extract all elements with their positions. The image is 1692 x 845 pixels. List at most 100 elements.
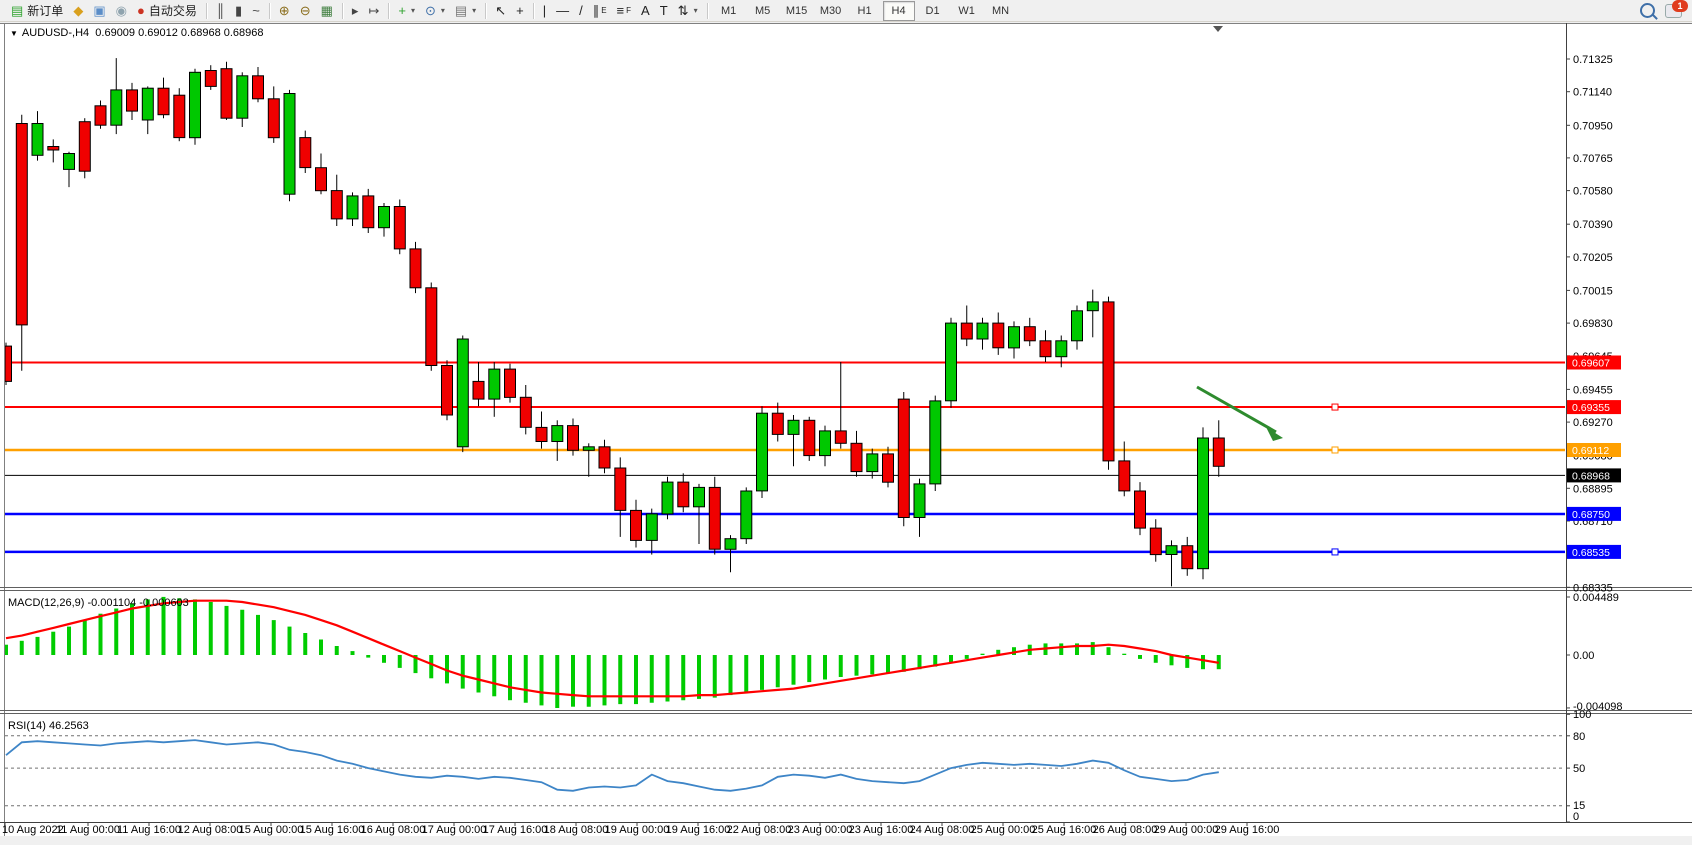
svg-text:25 Aug 16:00: 25 Aug 16:00 (1032, 824, 1097, 836)
toolbar-separator (532, 2, 534, 19)
svg-text:0.70765: 0.70765 (1573, 153, 1613, 165)
chart-quote-line: ▼ AUDUSD-,H4 0.69009 0.69012 0.68968 0.68… (10, 27, 264, 39)
svg-text:-0.004098: -0.004098 (1573, 701, 1623, 713)
svg-text:17 Aug 00:00: 17 Aug 00:00 (422, 824, 487, 836)
price-label-0.68750 (1567, 506, 1621, 521)
zoom-in-icon[interactable]: ⊕ (278, 3, 290, 18)
svg-text:18 Aug 08:00: 18 Aug 08:00 (544, 824, 609, 836)
horizontal-lines[interactable] (5, 361, 1565, 556)
price-label-0.68968 (1567, 468, 1621, 483)
cursor-icon[interactable]: ↖ (495, 3, 507, 18)
crosshair-icon[interactable]: + (516, 3, 524, 18)
svg-text:0.70580: 0.70580 (1573, 186, 1613, 198)
svg-text:0.70390: 0.70390 (1573, 219, 1613, 231)
text-icon[interactable]: A (641, 3, 650, 18)
chart-ohlc-quote: 0.69009 0.69012 0.68968 0.68968 (95, 27, 264, 39)
price-label-0.69607 (1567, 355, 1621, 370)
macd-axis[interactable]: 0.004489 0.00 -0.004098 (1566, 592, 1623, 713)
line-chart-icon[interactable]: ~ (252, 3, 260, 18)
svg-text:0.004489: 0.004489 (1573, 592, 1619, 604)
templates-icon[interactable]: ▤ ▾ (454, 3, 477, 18)
svg-text:15 Aug 16:00: 15 Aug 16:00 (300, 824, 365, 836)
macd-indicator (4, 596, 1221, 708)
svg-text:29 Aug 16:00: 29 Aug 16:00 (1215, 824, 1280, 836)
svg-text:0.69112: 0.69112 (1572, 445, 1609, 457)
svg-text:19 Aug 00:00: 19 Aug 00:00 (605, 824, 670, 836)
svg-text:0.69607: 0.69607 (1572, 358, 1610, 370)
market-watch-icon[interactable]: ▣ (93, 3, 106, 18)
svg-text:29 Aug 00:00: 29 Aug 00:00 (1154, 824, 1219, 836)
equidistant-channel-icon[interactable]: ∥ E (592, 3, 607, 18)
svg-text:0.71325: 0.71325 (1573, 54, 1613, 66)
svg-text:0.70205: 0.70205 (1573, 252, 1613, 264)
auto-scroll-icon[interactable]: ▸ (351, 3, 359, 18)
timeframe-m30-button[interactable]: M30 (819, 4, 842, 17)
hline-handle[interactable] (1331, 403, 1339, 411)
rsi-line (5, 739, 1219, 792)
rsi-indicator (5, 735, 1565, 807)
timeframe-m1-button[interactable]: M1 (720, 4, 737, 17)
hline-handle[interactable] (1331, 446, 1339, 454)
arrows-icon[interactable]: ⇅ ▾ (677, 3, 698, 18)
svg-text:12 Aug 08:00: 12 Aug 08:00 (178, 824, 243, 836)
signal-icon[interactable]: ◉ (115, 3, 127, 18)
toolbar-separator (205, 2, 207, 19)
svg-text:15: 15 (1573, 800, 1585, 812)
horizontal-line-icon[interactable]: — (556, 3, 570, 18)
svg-text:0.68535: 0.68535 (1572, 547, 1610, 559)
search-icon[interactable] (1640, 3, 1655, 18)
svg-text:17 Aug 16:00: 17 Aug 16:00 (483, 824, 548, 836)
periods-icon[interactable]: ⊙ ▾ (424, 3, 445, 18)
text-label-icon[interactable]: T (659, 3, 668, 18)
timeframe-h4-button[interactable]: H4 (882, 0, 915, 21)
svg-text:23 Aug 00:00: 23 Aug 00:00 (788, 824, 853, 836)
svg-text:0: 0 (1573, 811, 1579, 823)
svg-text:0.69355: 0.69355 (1572, 402, 1610, 414)
svg-text:25 Aug 00:00: 25 Aug 00:00 (971, 824, 1036, 836)
timeframe-h1-button[interactable]: H1 (857, 4, 872, 17)
toolbar-separator (388, 2, 390, 19)
arrow-annotation[interactable] (1196, 385, 1283, 441)
chart-shift-marker[interactable] (1213, 26, 1223, 32)
svg-text:11 Aug 16:00: 11 Aug 16:00 (117, 824, 181, 836)
svg-text:26 Aug 08:00: 26 Aug 08:00 (1093, 824, 1158, 836)
svg-text:0.68335: 0.68335 (1573, 582, 1613, 594)
trendline-icon[interactable]: / (579, 3, 583, 18)
zoom-out-icon[interactable]: ⊖ (299, 3, 311, 18)
candlesticks[interactable] (4, 58, 1225, 587)
timeframe-d1-button[interactable]: D1 (925, 4, 940, 17)
toolbar-separator (268, 2, 270, 19)
price-axis[interactable]: 0.71325 0.71140 0.70950 0.70765 0.70580 0.703… (1566, 54, 1621, 594)
svg-text:23 Aug 16:00: 23 Aug 16:00 (849, 824, 914, 836)
bar-chart-icon[interactable]: ║ (215, 3, 226, 18)
tile-windows-icon[interactable]: ▦ (320, 3, 333, 18)
vertical-line-icon[interactable]: | (542, 3, 547, 18)
price-label-0.68535 (1567, 544, 1621, 559)
svg-text:0.68968: 0.68968 (1572, 470, 1610, 482)
fibonacci-icon[interactable]: ≡ F (616, 3, 632, 18)
new-order-button[interactable]: ▤ 新订单 (11, 3, 64, 18)
metaeditor-icon[interactable]: ◆ (73, 3, 84, 18)
indicators-icon[interactable]: + ▾ (398, 3, 415, 18)
candlestick-chart-icon[interactable]: ▮ (235, 3, 243, 18)
toolbar: ▤ 新订单 ◆ ▣ ◉ ● 自动交易 ║ ▮ ~ ⊕ ⊖ ▦ ▸ ↦ + ▾ ⊙ ▾ ▤ ▾ ↖ + | — / ∥ E ≡ F A T ⇅ ▾ M… (0, 0, 1692, 22)
rsi-axis[interactable]: 100 80 50 150 (1566, 709, 1591, 823)
timeframe-m5-button[interactable]: M5 (754, 4, 771, 17)
chart-menu-icon[interactable]: ▼ (10, 29, 18, 38)
svg-text:0.69270: 0.69270 (1573, 417, 1613, 429)
hline-handle[interactable] (1331, 548, 1339, 556)
svg-text:0.70950: 0.70950 (1573, 120, 1613, 132)
timeframe-mn-button[interactable]: MN (992, 4, 1010, 17)
svg-text:0.68895: 0.68895 (1573, 483, 1613, 495)
svg-text:22 Aug 08:00: 22 Aug 08:00 (727, 824, 792, 836)
price-label-0.69112 (1567, 443, 1621, 457)
timeframe-w1-button[interactable]: W1 (958, 4, 975, 17)
chart-shift-icon[interactable]: ↦ (368, 3, 380, 18)
chat-icon[interactable]: 1 (1665, 0, 1688, 18)
autotrading-button[interactable]: ● 自动交易 (136, 3, 197, 18)
price-label-0.69355 (1567, 400, 1621, 415)
timeframe-m15-button[interactable]: M15 (785, 4, 808, 17)
